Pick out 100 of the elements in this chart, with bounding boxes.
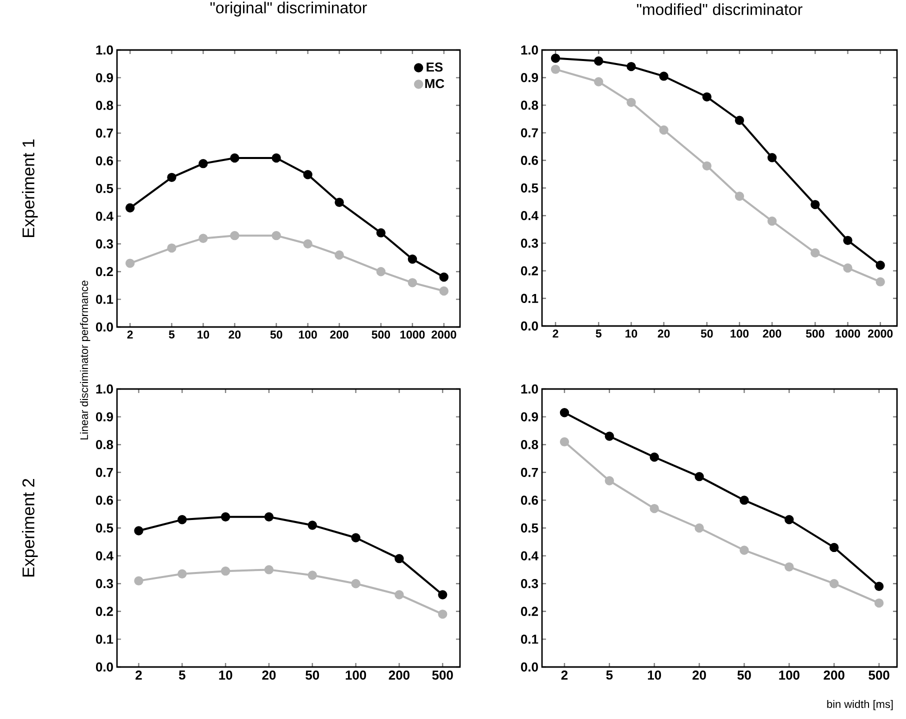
point: [351, 579, 360, 588]
x-tick-label: 2: [561, 670, 568, 680]
x-tick-label: 1000: [836, 330, 860, 338]
y-tick-label: 0.1: [96, 294, 114, 304]
x-tick-label: 100: [298, 330, 317, 339]
y-tick-label: 0.0: [521, 662, 538, 672]
y-tick-label: 0.7: [521, 468, 538, 477]
y-tick-label: 0.2: [521, 266, 538, 276]
point: [694, 523, 704, 533]
y-tick-label: 0.9: [521, 412, 538, 422]
point: [134, 526, 144, 536]
y-tick-label: 0.1: [96, 634, 114, 644]
point: [220, 512, 230, 522]
x-tick-label: 500: [432, 670, 453, 680]
text: Linear discriminator performance: [80, 280, 90, 440]
x-tick-label: 2: [552, 330, 558, 338]
x-tick-label: 5: [606, 670, 613, 680]
y-tick-label: 0.4: [96, 212, 114, 221]
y-tick-label: 0.2: [96, 267, 113, 276]
y-tick-label: 0.8: [96, 100, 114, 110]
y-tick-label: 0.5: [521, 183, 538, 193]
point: [650, 504, 659, 514]
x-tick-label: 50: [700, 330, 713, 338]
x-tick-label: 2: [136, 670, 142, 680]
y-tick-label: 0.0: [96, 662, 113, 672]
point: [351, 533, 360, 542]
x-axis-title: bin width [ms]: [827, 700, 893, 710]
y-tick-label: 0.4: [521, 551, 538, 560]
x-tick-label: 100: [730, 330, 749, 338]
y-tick-label: 0.7: [96, 128, 113, 138]
legend-label: ES: [426, 62, 443, 72]
point: [740, 546, 749, 555]
point: [264, 565, 274, 574]
y-tick-label: 0.8: [521, 440, 538, 450]
x-tick-label: 10: [219, 670, 232, 680]
x-tick-label: 10: [198, 330, 210, 339]
x-tick-label: 5: [178, 670, 186, 680]
chart-title: "modified" discriminator: [637, 3, 802, 16]
point: [220, 566, 230, 576]
x-tick-label: 200: [824, 670, 844, 680]
x-tick-label: 10: [626, 330, 638, 338]
legend-label: MC: [425, 79, 444, 88]
point: [178, 569, 187, 578]
x-tick-label: 5: [596, 330, 602, 338]
y-axis-title: Experiment 2: [22, 478, 38, 576]
x-tick-label: 200: [388, 670, 410, 680]
y-tick-label: 0.7: [521, 128, 538, 138]
x-tick-label: 50: [737, 670, 751, 680]
x-tick-label: 2000: [868, 330, 893, 338]
point: [394, 590, 404, 600]
point: [650, 452, 659, 462]
point: [829, 542, 839, 552]
y-tick-label: 1.0: [96, 384, 113, 394]
x-tick-label: 2000: [432, 330, 456, 339]
y-tick-label: 0.4: [521, 211, 538, 220]
y-tick-label: 0.6: [521, 156, 538, 165]
point: [308, 520, 317, 530]
y-tick-label: 0.6: [96, 156, 114, 166]
x-tick-label: 500: [372, 330, 390, 339]
y-tick-label: 0.7: [96, 468, 113, 477]
point: [874, 598, 884, 608]
y-tick-label: 0.5: [96, 523, 114, 533]
x-tick-label: 100: [346, 670, 366, 680]
x-tick-label: 200: [762, 330, 782, 338]
y-tick-label: 0.9: [96, 412, 113, 422]
point: [604, 432, 614, 441]
point: [874, 582, 884, 591]
x-tick-label: 20: [262, 670, 276, 680]
y-tick-label: 0.1: [521, 294, 538, 303]
point: [438, 610, 448, 619]
y-tick-label: 0.9: [521, 73, 538, 82]
x-tick-label: 50: [270, 330, 282, 339]
y-axis-title: Experiment 1: [22, 139, 38, 237]
y-tick-label: 0.3: [96, 579, 114, 588]
chart-title: "original" discriminator: [210, 2, 367, 17]
y-tick-label: 0.2: [521, 606, 538, 616]
point: [784, 562, 794, 572]
point: [740, 496, 749, 505]
x-tick-label: 5: [168, 330, 175, 339]
y-tick-label: 0.8: [96, 440, 114, 450]
x-tick-label: 1000: [400, 330, 425, 339]
x-tick-label: 500: [868, 670, 890, 680]
y-tick-label: 0.1: [521, 634, 538, 644]
y-tick-label: 1.0: [96, 45, 113, 55]
y-tick-label: 0.9: [96, 73, 113, 82]
y-tick-label: 0.8: [521, 100, 538, 110]
x-tick-label: 200: [330, 330, 348, 339]
y-tick-label: 0.0: [521, 321, 538, 331]
x-tick-label: 50: [306, 670, 320, 680]
point: [604, 476, 614, 486]
y-tick-label: 0.2: [96, 606, 113, 616]
y-tick-label: 0.6: [521, 496, 538, 505]
point: [560, 408, 570, 418]
x-tick-label: 20: [228, 330, 241, 339]
point: [178, 515, 187, 524]
x-tick-label: 20: [692, 670, 706, 680]
y-tick-label: 0.6: [96, 496, 114, 505]
point: [264, 512, 274, 522]
y-tick-label: 0.4: [96, 551, 114, 560]
point: [134, 576, 144, 586]
